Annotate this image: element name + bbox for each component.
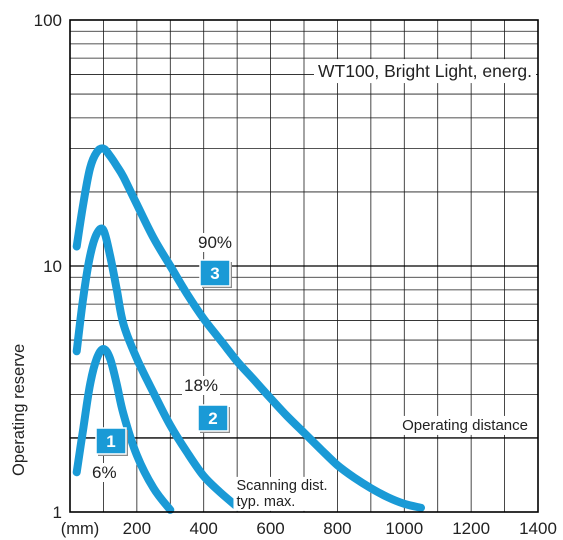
series-curve-3 [72,144,425,512]
y-tick-label: 10 [43,257,62,276]
series-label-2: 18% [184,376,218,395]
badge-number: 1 [106,432,115,451]
x-axis-unit: (mm) [61,520,99,538]
operating-distance-label: Operating distance [402,417,528,434]
badge-number: 2 [208,409,217,428]
badge-box [199,259,231,287]
x-tick-label: 200 [123,519,151,538]
series-label-background [182,376,221,395]
series-curve-2 [72,224,242,511]
y-tick-label: 1 [53,503,62,522]
series-labels: 6% 1 18% 2 90% 3 [90,233,235,482]
x-tick-label: 800 [323,519,351,538]
x-tick-label: 1000 [385,519,423,538]
badge-box [197,404,229,432]
series-label-background [196,233,235,252]
plot-frame [69,19,539,513]
x-tick-label: 400 [190,519,218,538]
annotation-typ-max: typ. max. [236,494,295,510]
series-curves [72,144,425,514]
series-label-background [90,463,119,482]
series-badge-3: 3 [199,259,232,288]
x-tick-label: 1200 [452,519,490,538]
badge-box [95,427,127,455]
chart-title: WT100, Bright Light, energ. [318,61,532,81]
badge-number: 3 [210,264,219,283]
plot-border [69,19,539,513]
x-tick-label: 1400 [519,519,557,538]
scanning-distance-annotation: Scanning dist. typ. max. [233,476,331,511]
y-axis-label: Operating reserve [10,344,28,476]
series-badge-1: 1 [95,427,128,456]
x-tick-label: 600 [256,519,284,538]
annotation-background [233,476,331,511]
series-label-3: 90% [198,233,232,252]
axis-tick-labels: 200 400 600 800 1000 1200 1400 1 10 100 [34,11,557,538]
y-tick-label: 100 [34,11,62,30]
series-curve-1 [72,345,175,514]
series-badge-2: 2 [197,404,230,433]
series-label-1: 6% [92,463,117,482]
chart-title-background [314,59,536,84]
operating-distance-label-background [398,415,532,435]
annotation-scanning-dist: Scanning dist. [236,478,327,494]
